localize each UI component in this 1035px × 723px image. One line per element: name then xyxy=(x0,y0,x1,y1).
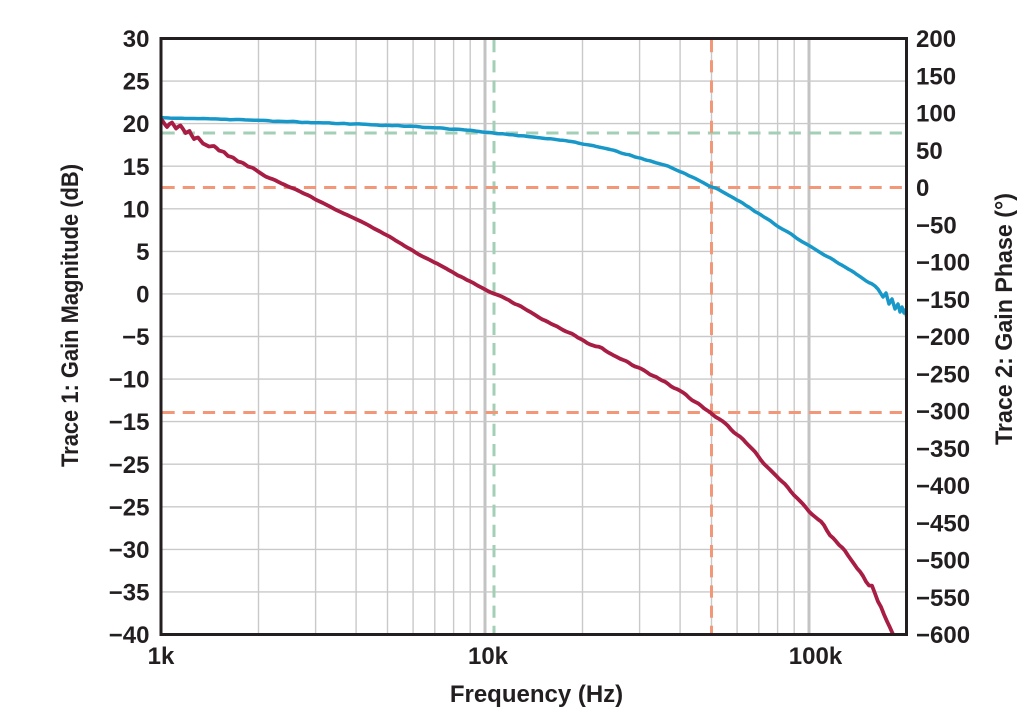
svg-text:−500: −500 xyxy=(916,548,970,575)
svg-text:0: 0 xyxy=(136,282,149,309)
svg-text:50: 50 xyxy=(916,138,943,165)
svg-text:−25: −25 xyxy=(109,494,150,521)
svg-text:10k: 10k xyxy=(468,643,509,670)
svg-text:Frequency (Hz): Frequency (Hz) xyxy=(450,681,623,708)
svg-text:200: 200 xyxy=(916,26,956,53)
svg-text:−5: −5 xyxy=(122,324,149,351)
svg-text:Trace 1: Gain Magnitude (dB): Trace 1: Gain Magnitude (dB) xyxy=(57,164,84,467)
svg-text:−200: −200 xyxy=(916,324,970,351)
svg-text:−15: −15 xyxy=(109,409,150,436)
svg-text:−40: −40 xyxy=(109,622,150,649)
svg-text:−350: −350 xyxy=(916,436,970,463)
svg-text:−550: −550 xyxy=(916,585,970,612)
svg-text:−300: −300 xyxy=(916,399,970,426)
svg-text:−400: −400 xyxy=(916,473,970,500)
svg-text:−150: −150 xyxy=(916,287,970,314)
svg-text:−25: −25 xyxy=(109,452,150,479)
svg-text:−100: −100 xyxy=(916,250,970,277)
svg-text:30: 30 xyxy=(123,26,150,53)
svg-text:−10: −10 xyxy=(109,367,150,394)
svg-text:10: 10 xyxy=(123,196,150,223)
svg-text:−250: −250 xyxy=(916,361,970,388)
svg-text:Trace 2: Gain Phase (°): Trace 2: Gain Phase (°) xyxy=(991,193,1018,445)
svg-text:0: 0 xyxy=(916,175,929,202)
svg-text:15: 15 xyxy=(123,154,150,181)
svg-text:5: 5 xyxy=(136,239,149,266)
svg-text:−50: −50 xyxy=(916,212,957,239)
svg-text:−600: −600 xyxy=(916,622,970,649)
svg-text:100k: 100k xyxy=(789,643,843,670)
svg-text:100: 100 xyxy=(916,101,956,128)
svg-text:−30: −30 xyxy=(109,537,150,564)
svg-text:−450: −450 xyxy=(916,510,970,537)
svg-text:−35: −35 xyxy=(109,580,150,607)
svg-text:1k: 1k xyxy=(148,643,175,670)
svg-text:150: 150 xyxy=(916,63,956,90)
svg-text:25: 25 xyxy=(123,69,150,96)
svg-text:20: 20 xyxy=(123,111,150,138)
